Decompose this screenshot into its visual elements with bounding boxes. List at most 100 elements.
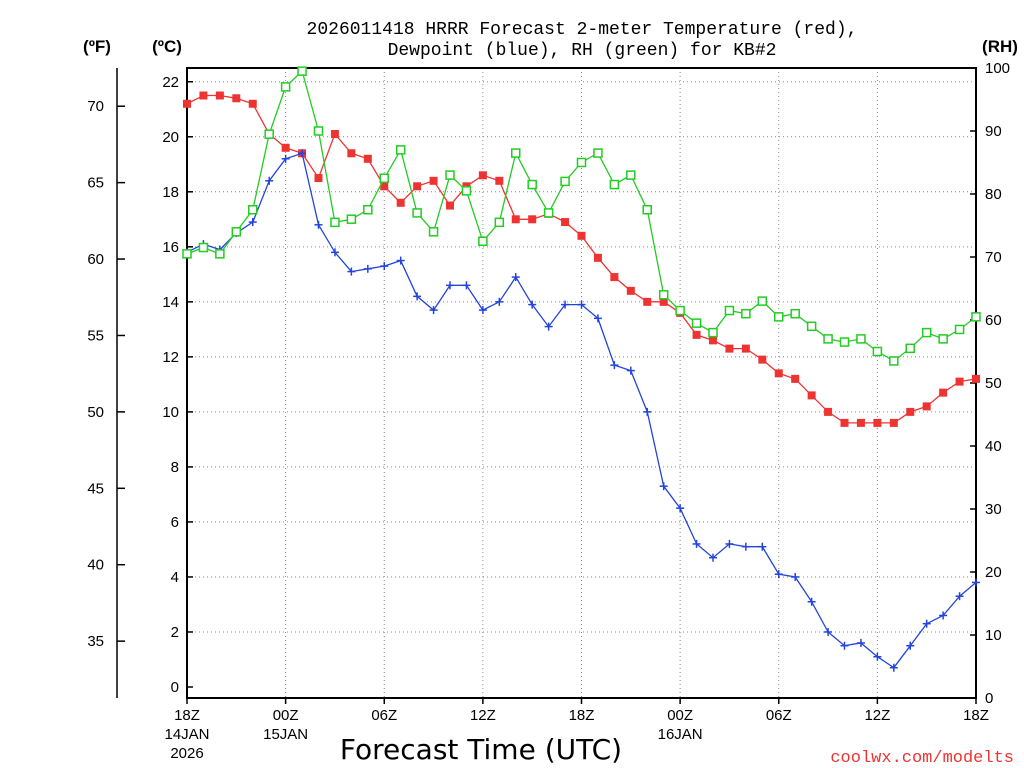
rh-point <box>461 186 472 196</box>
rh-point <box>297 66 307 76</box>
rh-point <box>593 148 603 158</box>
dewpoint-point <box>791 572 800 581</box>
dewpoint-point <box>593 314 602 323</box>
rh-unit-label: (RH) <box>982 37 1018 56</box>
temperature-point <box>840 418 849 427</box>
temperature-point <box>906 407 915 416</box>
celsius-tick-label: 10 <box>162 404 179 421</box>
rh-point <box>609 179 620 190</box>
dewpoint-point <box>610 361 619 370</box>
axes <box>116 67 977 704</box>
celsius-tick-label: 4 <box>171 569 179 586</box>
rh-point <box>954 324 965 335</box>
fahrenheit-tick-label: 55 <box>87 327 104 344</box>
rh-point <box>823 334 833 344</box>
rh-point <box>626 170 636 180</box>
dewpoint-point <box>462 281 471 290</box>
dewpoint-point <box>758 542 767 551</box>
dewpoint-point <box>626 366 635 375</box>
dewpoint-point <box>955 592 964 601</box>
temperature-point <box>774 369 783 378</box>
temperature-point <box>577 231 586 240</box>
dewpoint-point <box>544 322 553 331</box>
dewpoint-point <box>856 638 865 647</box>
x-tick-label: 12Z <box>470 707 496 724</box>
rh-tick-label: 40 <box>985 438 1002 455</box>
temperature-point <box>446 201 454 210</box>
chart-title-line1: 2026011418 HRRR Forecast 2-meter Tempera… <box>307 20 858 40</box>
rh-point <box>280 82 291 92</box>
temperature-point <box>758 355 767 364</box>
rh-point <box>642 205 652 215</box>
dewpoint-point <box>692 539 701 548</box>
dewpoint-point <box>248 218 257 227</box>
x-tick-label: 00Z <box>667 707 693 724</box>
temperature-point <box>215 91 224 100</box>
rh-point <box>511 148 521 158</box>
rh-tick-label: 90 <box>985 123 1002 140</box>
temperature-point <box>626 286 635 295</box>
temperature-point <box>709 336 717 345</box>
rh-point <box>478 236 488 246</box>
rh-point <box>248 205 258 215</box>
rh-tick-label: 10 <box>985 627 1002 644</box>
x-tick-label: 06Z <box>766 707 792 724</box>
temperature-point <box>314 174 323 183</box>
fahrenheit-tick-label: 60 <box>87 251 104 268</box>
rh-tick-label: 0 <box>985 690 993 707</box>
dewpoint-point <box>330 248 339 257</box>
rh-point <box>774 312 784 322</box>
temperature-point <box>232 94 241 103</box>
dewpoint-point <box>725 539 734 548</box>
rh-point <box>363 205 373 215</box>
temperature-point <box>972 374 980 383</box>
rh-tick-label: 20 <box>985 564 1002 581</box>
rh-point <box>215 249 225 259</box>
temperature-point <box>939 388 948 397</box>
rh-point <box>395 145 406 155</box>
x-year-label: 2026 <box>170 745 203 762</box>
dewpoint-point <box>413 292 422 301</box>
dewpoint-point <box>314 220 323 229</box>
rh-point <box>379 173 389 183</box>
dewpoint-point <box>511 273 520 282</box>
rh-point <box>313 126 324 136</box>
rh-tick-label: 30 <box>985 501 1002 518</box>
dewpoint-point <box>478 306 487 315</box>
dewpoint-point <box>380 262 389 271</box>
x-tick-label: 06Z <box>371 707 397 724</box>
fahrenheit-tick-label: 70 <box>87 98 104 115</box>
dewpoint-point <box>873 652 882 661</box>
dewpoint-point <box>577 300 586 309</box>
rh-point <box>839 337 850 347</box>
temperature-point <box>511 215 520 224</box>
temperature-point <box>429 176 438 185</box>
temperature-point <box>725 344 734 353</box>
fahrenheit-tick-label: 40 <box>87 557 104 574</box>
dewpoint-point <box>396 256 405 265</box>
celsius-tick-label: 22 <box>162 74 179 91</box>
temperature-point <box>692 330 701 339</box>
temperature-point <box>363 154 372 163</box>
credit-link[interactable]: coolwx.com/modelts <box>830 749 1014 768</box>
celsius-tick-label: 14 <box>162 294 179 311</box>
celsius-unit-label: (ºC) <box>152 37 182 56</box>
fahrenheit-tick-label: 35 <box>87 633 104 650</box>
temperature-point <box>791 374 800 383</box>
rh-point <box>921 327 932 338</box>
temperature-point <box>659 297 668 306</box>
dewpoint-point <box>281 154 290 163</box>
celsius-tick-label: 18 <box>162 184 179 201</box>
rh-point <box>560 176 570 187</box>
temperature-point <box>495 176 504 185</box>
dewpoint-point <box>298 149 307 158</box>
rh-point <box>872 346 883 357</box>
temperature-point <box>561 218 570 227</box>
rh-point <box>806 321 817 332</box>
rh-point <box>691 318 702 328</box>
x-tick-label: 12Z <box>864 707 890 724</box>
dewpoint-point <box>265 176 274 185</box>
celsius-tick-label: 16 <box>162 239 179 256</box>
rh-point <box>543 208 554 218</box>
fahrenheit-tick-label: 45 <box>87 480 104 497</box>
